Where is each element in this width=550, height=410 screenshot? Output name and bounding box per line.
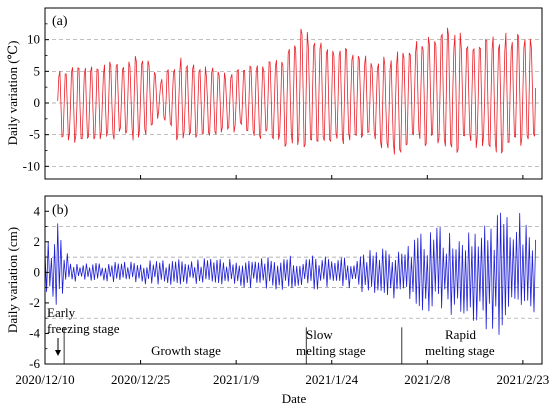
stage-growth-label: Growth stage	[151, 343, 221, 358]
panel-b-xtick-label: 2021/2/23	[497, 372, 550, 387]
panel-b-ytick-label: 2	[34, 234, 41, 249]
panel-b-ylabel: Daily variation (cm)	[5, 227, 20, 333]
panel-b-ytick-label: -4	[29, 325, 40, 340]
stage-dividers	[63, 327, 403, 364]
panel-b-frame	[44, 195, 543, 365]
panel-b-ytick-label: 0	[34, 264, 41, 279]
panel-a: -10 -5 0 5 10 (a) Daily variation (℃)	[5, 7, 543, 180]
panel-b-ytick-label: 4	[34, 203, 41, 218]
stage-rapid-label-line2: melting stage	[425, 343, 495, 358]
panel-b-xtick-label: 2021/1/9	[213, 372, 259, 387]
panel-a-ytick-label: 0	[34, 95, 41, 110]
panel-b-ytick-label: -6	[29, 356, 40, 371]
panel-b-series-line	[44, 212, 536, 335]
panel-b-xtick-label: 2020/12/10	[15, 372, 74, 387]
stage-early-label-line1: Early	[47, 305, 76, 320]
panel-a-label: (a)	[52, 14, 68, 29]
panel-a-frame	[44, 7, 543, 180]
stage-slow-label-line1: Slow	[306, 327, 333, 342]
panel-b-xticks: 2020/12/10 2020/12/25 2021/1/9 2021/1/24 202…	[15, 175, 549, 387]
panel-b-xtick-label: 2021/1/24	[305, 372, 358, 387]
stage-rapid-label-line1: Rapid	[445, 327, 477, 342]
x-axis-label: Date	[282, 391, 307, 406]
panel-b-xtick-label: 2021/2/8	[404, 372, 450, 387]
stage-early-arrow-head	[55, 350, 61, 356]
panel-a-series-line	[57, 27, 536, 155]
panel-a-ylabel: Daily variation (℃)	[5, 41, 20, 146]
panel-a-ytick-label: 5	[34, 63, 41, 78]
panel-b-label: (b)	[52, 203, 69, 218]
panel-a-yticks: -10 -5 0 5 10	[23, 7, 49, 173]
panel-b: -6 -4 -2 0 2 4 2020/12/10 2020/12/25 2021/1/9 20…	[5, 175, 549, 406]
panel-a-ytick-label: -10	[23, 158, 40, 173]
panel-b-yticks: -6 -4 -2 0 2 4	[29, 195, 49, 371]
panel-a-ytick-label: 10	[27, 32, 40, 47]
panel-b-ytick-label: -2	[29, 295, 40, 310]
stage-slow-label-line2: melting stage	[296, 343, 366, 358]
panel-b-xtick-label: 2020/12/25	[111, 372, 170, 387]
stage-early-label-line2: freezing stage	[47, 321, 120, 336]
panel-a-ytick-label: -5	[29, 127, 40, 142]
